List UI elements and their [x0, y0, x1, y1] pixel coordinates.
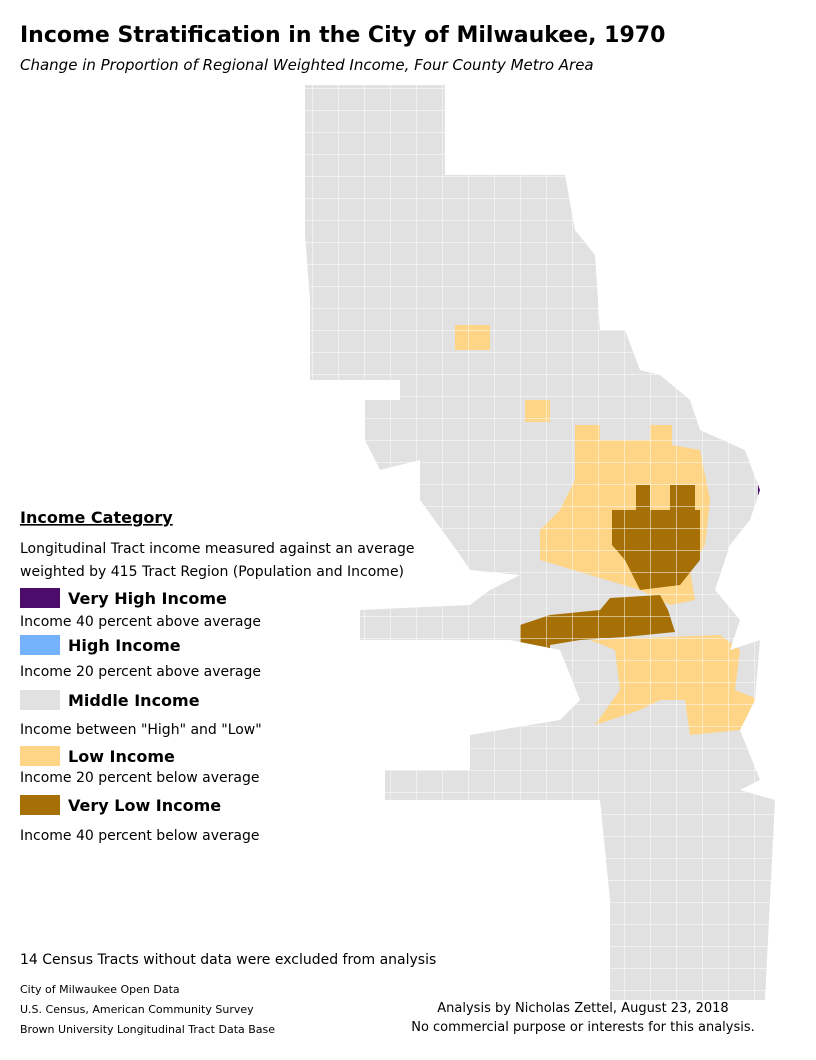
legend-label: Low Income: [68, 747, 175, 766]
legend-swatch: [20, 690, 60, 710]
legend-swatch: [20, 588, 60, 608]
legend: Very High Income Income 40 percent above …: [20, 588, 262, 844]
legend-description: weighted by 415 Tract Region (Population…: [20, 564, 404, 580]
source: City of Milwaukee Open Data: [20, 983, 180, 996]
legend-title: Income Category: [20, 508, 173, 527]
note: 14 Census Tracts without data were exclu…: [20, 952, 436, 968]
title: Income Stratification in the City of Mil…: [20, 23, 665, 48]
legend-item-description: Income between "High" and "Low": [20, 722, 262, 738]
legend-label: Middle Income: [68, 691, 200, 710]
legend-item-description: Income 20 percent above average: [20, 664, 261, 680]
credit: No commercial purpose or interests for t…: [411, 1020, 755, 1035]
legend-item-description: Income 20 percent below average: [20, 770, 259, 786]
source: Brown University Longitudinal Tract Data…: [20, 1023, 275, 1036]
tract: [758, 445, 775, 470]
tract: [758, 470, 775, 495]
legend-label: Very High Income: [68, 589, 227, 608]
credit: Analysis by Nicholas Zettel, August 23, …: [437, 1001, 728, 1016]
source: U.S. Census, American Community Survey: [20, 1003, 254, 1016]
tract: [762, 495, 775, 520]
legend-label: High Income: [68, 636, 181, 655]
legend-item-description: Income 40 percent below average: [20, 828, 259, 844]
legend-item-description: Income 40 percent above average: [20, 614, 261, 630]
legend-label: Very Low Income: [68, 796, 221, 815]
legend-swatch: [20, 795, 60, 815]
legend-description: Longitudinal Tract income measured again…: [20, 541, 415, 557]
subtitle: Change in Proportion of Regional Weighte…: [20, 56, 594, 74]
legend-swatch: [20, 746, 60, 766]
legend-swatch: [20, 635, 60, 655]
